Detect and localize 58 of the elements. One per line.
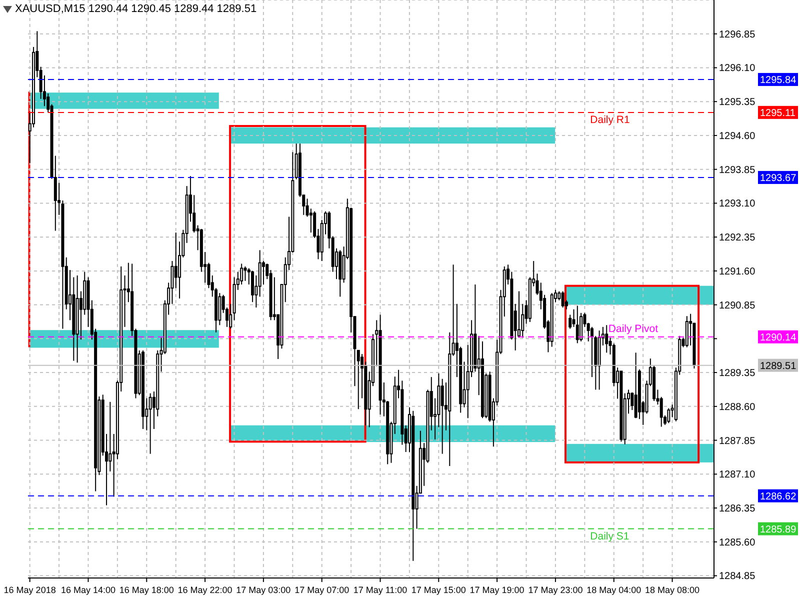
candlestick bbox=[605, 324, 608, 354]
y-tick-label: 1293.10 bbox=[719, 198, 756, 210]
x-tick-label: 18 May 08:00 bbox=[645, 585, 700, 595]
candlestick bbox=[108, 401, 112, 472]
ref-line-label: Daily Pivot bbox=[608, 322, 658, 335]
x-tick-label: 17 May 07:00 bbox=[294, 585, 350, 595]
y-tick-label: 1295.35 bbox=[719, 97, 756, 108]
y-tick-label: 1286.35 bbox=[719, 504, 756, 515]
text: 1295.84 bbox=[760, 74, 797, 86]
y-tick-label: 1296.85 bbox=[719, 29, 756, 40]
text: 1293.67 bbox=[760, 172, 797, 184]
candlestick bbox=[634, 352, 638, 419]
candlestick bbox=[667, 408, 670, 424]
candlestick bbox=[258, 250, 262, 298]
candlestick bbox=[148, 392, 152, 454]
x-tick-label: 16 May 18:00 bbox=[119, 585, 174, 595]
candlestick bbox=[356, 350, 360, 410]
text: 1290.14 bbox=[760, 332, 797, 344]
candlestick bbox=[660, 396, 663, 428]
candlestick bbox=[244, 266, 247, 282]
candlestick bbox=[440, 378, 444, 454]
y-tick-label: 1291.60 bbox=[719, 266, 756, 278]
y-tick-label: 1296.10 bbox=[719, 63, 756, 74]
candlestick bbox=[685, 316, 688, 348]
candlestick bbox=[576, 305, 579, 344]
x-tick-label: 16 May 2018 bbox=[4, 585, 56, 595]
candlestick bbox=[229, 303, 232, 330]
y-tick-label: 1287.85 bbox=[719, 436, 756, 447]
x-tick-label: 17 May 19:00 bbox=[470, 585, 524, 595]
text: 1286.62 bbox=[760, 491, 797, 502]
x-tick-label: 16 May 14:00 bbox=[60, 585, 116, 595]
y-tick-label: 1292.35 bbox=[719, 232, 756, 244]
candlestick bbox=[568, 314, 572, 330]
y-tick-label: 1294.60 bbox=[719, 130, 756, 142]
ref-line-label: Daily S1 bbox=[590, 530, 630, 542]
candlestick bbox=[262, 260, 265, 285]
x-tick-label: 17 May 15:00 bbox=[411, 585, 466, 595]
chart-title: XAUUSD,M15 1290.44 1290.45 1289.44 1289.51 bbox=[15, 2, 257, 16]
ref-line-label: Daily R1 bbox=[590, 114, 630, 126]
y-tick-label: 1293.85 bbox=[719, 164, 756, 176]
text: 1295.11 bbox=[760, 108, 796, 119]
candlestick bbox=[174, 232, 178, 289]
x-tick-label: 17 May 11:00 bbox=[353, 585, 408, 595]
text: 1289.51 bbox=[760, 360, 797, 372]
y-tick-label: 1284.85 bbox=[719, 571, 756, 582]
y-tick-label: 1288.60 bbox=[719, 402, 756, 413]
text: 1285.89 bbox=[760, 524, 797, 536]
y-tick-label: 1287.10 bbox=[719, 470, 756, 481]
x-tick-label: 17 May 23:00 bbox=[528, 585, 583, 595]
x-tick-label: 18 May 04:00 bbox=[586, 585, 642, 595]
candlestick bbox=[561, 290, 564, 308]
x-tick-label: 17 May 03:00 bbox=[236, 585, 291, 595]
y-tick-label: 1290.85 bbox=[719, 300, 756, 312]
candlestick bbox=[218, 292, 222, 326]
x-tick-label: 16 May 22:00 bbox=[178, 585, 232, 595]
y-tick-label: 1285.60 bbox=[719, 537, 756, 548]
candlestick bbox=[309, 208, 312, 234]
y-tick-label: 1289.35 bbox=[719, 368, 756, 380]
